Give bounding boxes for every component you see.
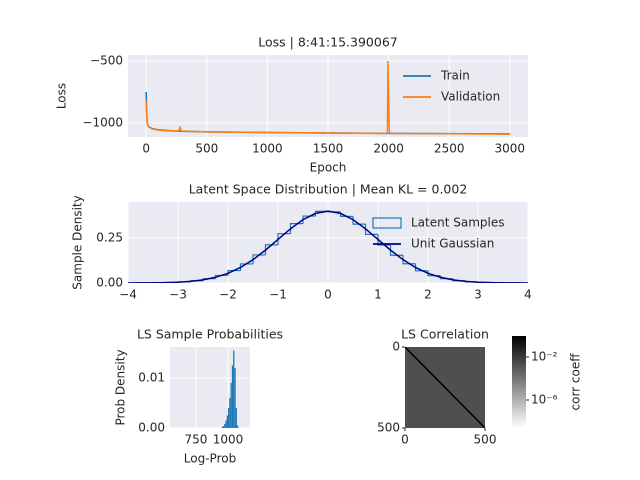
hist-step <box>389 245 403 256</box>
x-tick-label: 0 <box>401 433 409 447</box>
x-tick-label: 1000 <box>252 142 283 156</box>
colorbar-label: corr coeff <box>569 353 583 411</box>
colorbar-tick-label: 10⁻² <box>531 349 558 363</box>
hist-step <box>364 224 378 235</box>
colorbar <box>512 336 526 428</box>
legend-label: Latent Samples <box>411 216 505 230</box>
legend-swatch <box>372 217 402 229</box>
x-axis-label: Log-Prob <box>184 452 236 466</box>
hist-bar <box>230 383 232 428</box>
x-tick-label: 1500 <box>313 142 344 156</box>
x-tick-label: 750 <box>185 433 208 447</box>
hist-step <box>277 233 291 245</box>
chart-title: LS Sample Probabilities <box>137 327 283 342</box>
x-tick-label: 1 <box>374 288 382 302</box>
hist-bar <box>236 425 239 428</box>
y-tick-label: 0 <box>392 340 400 354</box>
x-tick-label: 2500 <box>434 142 465 156</box>
hist-bar <box>225 420 227 428</box>
x-tick-label: 4 <box>524 288 532 302</box>
chart-title: LS Correlation <box>401 327 489 342</box>
y-axis-label: Sample Density <box>71 195 85 289</box>
x-axis-label: Epoch <box>310 161 347 175</box>
hist-bar <box>229 398 231 428</box>
legend-label: Train <box>440 69 470 83</box>
hist-bar <box>235 408 237 428</box>
x-tick-label: 2 <box>424 288 432 302</box>
y-axis-label: Prob Density <box>114 349 128 425</box>
y-tick-label: 0.00 <box>138 421 165 435</box>
hist-bar <box>231 365 234 428</box>
hist-step <box>239 263 253 271</box>
x-tick-label: 1000 <box>213 433 244 447</box>
line-series <box>145 60 510 135</box>
legend-label: Unit Gaussian <box>411 237 494 251</box>
chart-title: Loss | 8:41:15.390067 <box>258 35 397 50</box>
hist-bar <box>222 426 225 428</box>
chart-title: Latent Space Distribution | Mean KL = 0.… <box>189 182 468 197</box>
y-tick-label: −1000 <box>82 115 123 129</box>
hist-bar <box>234 368 236 428</box>
plot-marks <box>128 210 528 283</box>
colorbar-tick-label: 10⁻⁶ <box>531 393 558 407</box>
y-tick-label: 0.00 <box>96 276 123 290</box>
x-tick-label: 0 <box>142 142 150 156</box>
hist-bar <box>227 408 230 428</box>
y-tick-label: −500 <box>90 53 123 67</box>
x-tick-label: 500 <box>195 142 218 156</box>
x-tick-label: −2 <box>219 288 237 302</box>
hist-step <box>264 244 278 255</box>
hist-bar <box>233 350 235 428</box>
y-axis-label: Loss <box>55 83 69 109</box>
hist-step <box>377 234 391 246</box>
x-tick-label: −3 <box>169 288 187 302</box>
hist-step <box>402 255 416 265</box>
y-tick-label: 0.01 <box>138 371 165 385</box>
x-tick-label: 2000 <box>373 142 404 156</box>
plot-area <box>170 347 250 428</box>
plot-marks <box>405 347 485 428</box>
x-tick-label: −1 <box>269 288 287 302</box>
x-tick-label: 3000 <box>495 142 526 156</box>
x-tick-label: −4 <box>119 288 137 302</box>
y-tick-label: 0.25 <box>96 231 123 245</box>
legend-label: Validation <box>441 90 500 104</box>
hist-bar <box>224 424 226 428</box>
line-series <box>128 210 528 283</box>
x-tick-label: 0 <box>324 288 332 302</box>
hist-step <box>252 254 266 264</box>
y-tick-label: 500 <box>377 421 400 435</box>
hist-bar <box>226 415 228 428</box>
plot-marks <box>145 60 510 135</box>
hist-bar <box>221 427 223 428</box>
plot-marks <box>221 350 239 428</box>
x-tick-label: 500 <box>474 433 497 447</box>
heatmap-diagonal <box>405 347 485 428</box>
x-tick-label: 3 <box>474 288 482 302</box>
